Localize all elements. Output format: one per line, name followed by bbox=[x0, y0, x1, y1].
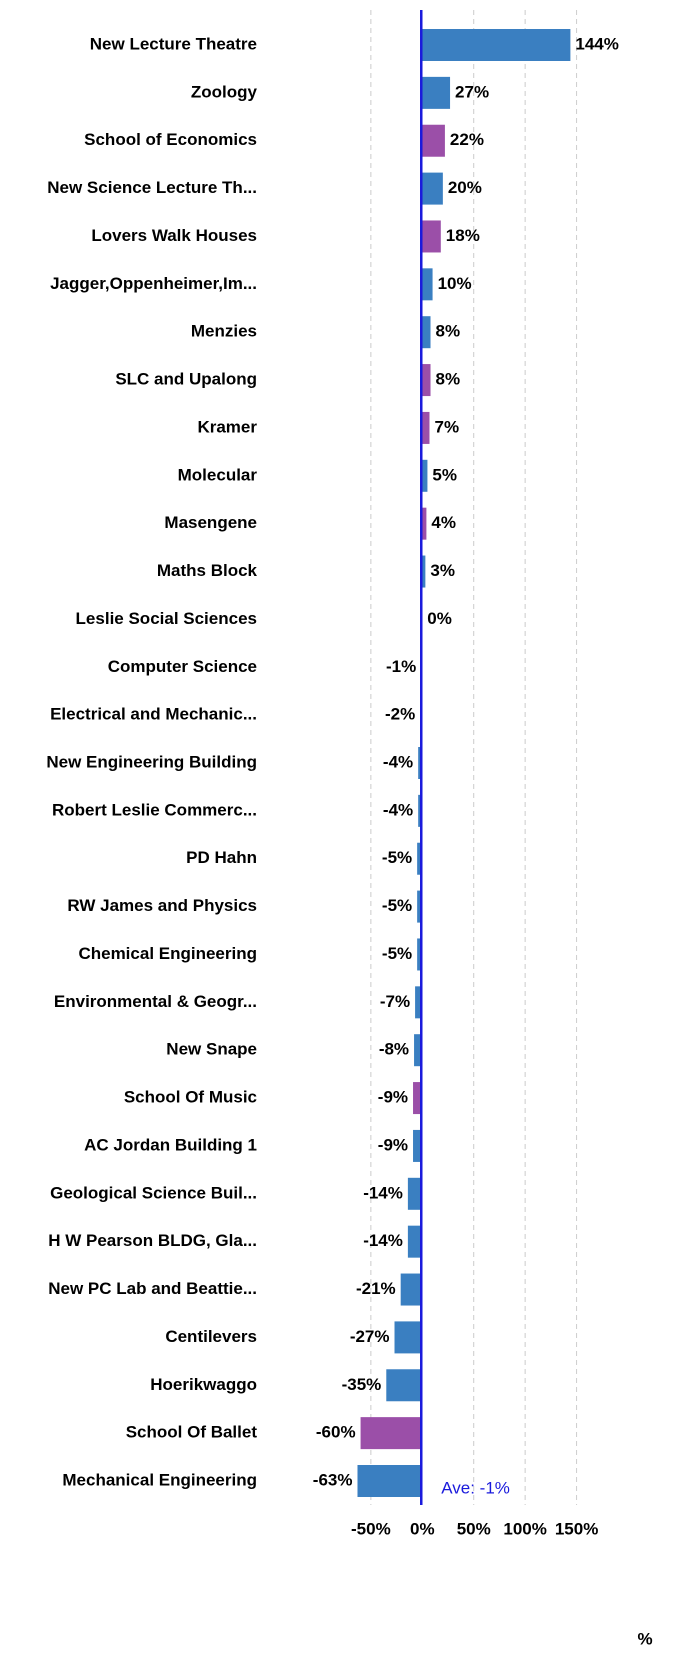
y-tick-label: School Of Ballet bbox=[126, 1423, 258, 1442]
bar bbox=[422, 220, 441, 253]
y-tick-label: Lovers Walk Houses bbox=[91, 226, 257, 245]
value-label: -60% bbox=[316, 1423, 356, 1442]
value-label: -35% bbox=[342, 1375, 382, 1394]
value-label: 22% bbox=[450, 130, 484, 149]
y-tick-label: Kramer bbox=[197, 417, 257, 436]
y-tick-label: Robert Leslie Commerc... bbox=[52, 800, 257, 819]
value-label: -4% bbox=[383, 800, 413, 819]
value-label: -7% bbox=[380, 992, 410, 1011]
bar bbox=[400, 1273, 423, 1306]
value-label: 8% bbox=[436, 370, 461, 389]
y-tick-label: Molecular bbox=[178, 465, 258, 484]
value-label: -5% bbox=[382, 896, 412, 915]
value-label: -14% bbox=[363, 1183, 403, 1202]
value-label: -9% bbox=[378, 1088, 408, 1107]
bar bbox=[414, 1034, 423, 1067]
y-tick-label: RW James and Physics bbox=[67, 896, 257, 915]
value-label: 7% bbox=[434, 417, 459, 436]
bar bbox=[422, 459, 428, 492]
bar bbox=[386, 1369, 423, 1402]
bar bbox=[422, 124, 445, 157]
value-label: -14% bbox=[363, 1231, 403, 1250]
bar bbox=[422, 316, 431, 349]
y-tick-label: Environmental & Geogr... bbox=[54, 992, 257, 1011]
value-label: 20% bbox=[448, 178, 482, 197]
y-tick-label: Mechanical Engineering bbox=[62, 1470, 257, 1489]
bar bbox=[422, 411, 430, 444]
bar bbox=[422, 364, 431, 397]
value-label: -63% bbox=[313, 1470, 353, 1489]
value-label: -21% bbox=[356, 1279, 396, 1298]
bar bbox=[394, 1321, 423, 1354]
y-tick-label: Chemical Engineering bbox=[78, 944, 257, 963]
bar bbox=[415, 986, 423, 1019]
bar bbox=[417, 842, 423, 875]
y-tick-label: Menzies bbox=[191, 322, 257, 341]
y-tick-label: Centilevers bbox=[165, 1327, 257, 1346]
bar bbox=[422, 268, 433, 301]
bar bbox=[357, 1465, 423, 1497]
average-label: Ave: -1% bbox=[441, 1478, 510, 1497]
y-tick-label: Jagger,Oppenheimer,Im... bbox=[50, 274, 257, 293]
value-label: 0% bbox=[427, 609, 452, 628]
y-tick-label: AC Jordan Building 1 bbox=[84, 1135, 257, 1154]
value-label: 3% bbox=[430, 561, 455, 580]
value-label: 8% bbox=[436, 322, 461, 341]
bar bbox=[422, 507, 427, 540]
bar bbox=[422, 29, 571, 61]
value-label: 5% bbox=[432, 465, 457, 484]
bar bbox=[422, 555, 426, 588]
x-tick-label: 50% bbox=[457, 1519, 491, 1538]
value-label: 18% bbox=[446, 226, 480, 245]
value-label: -1% bbox=[386, 657, 416, 676]
bar bbox=[417, 890, 423, 923]
value-label: 144% bbox=[575, 34, 618, 53]
y-tick-label: New Engineering Building bbox=[46, 752, 257, 771]
y-tick-label: School Of Music bbox=[124, 1088, 257, 1107]
y-tick-label: Computer Science bbox=[108, 657, 257, 676]
y-tick-label: Geological Science Buil... bbox=[50, 1183, 257, 1202]
y-tick-label: Hoerikwaggo bbox=[150, 1375, 257, 1394]
y-tick-label: Zoology bbox=[191, 82, 258, 101]
y-tick-label: Leslie Social Sciences bbox=[76, 609, 257, 628]
value-label: -2% bbox=[385, 705, 415, 724]
x-tick-label: -50% bbox=[351, 1519, 391, 1538]
y-tick-label: School of Economics bbox=[84, 130, 257, 149]
y-tick-label: Maths Block bbox=[157, 561, 258, 580]
bar bbox=[413, 1129, 423, 1162]
x-axis-label: % bbox=[637, 1629, 652, 1648]
bar bbox=[407, 1177, 423, 1210]
value-label: -5% bbox=[382, 848, 412, 867]
value-label: -8% bbox=[379, 1040, 409, 1059]
y-tick-label: New Science Lecture Th... bbox=[47, 178, 257, 197]
x-tick-label: 150% bbox=[555, 1519, 598, 1538]
bar bbox=[413, 1082, 423, 1115]
bar bbox=[407, 1225, 423, 1258]
bar bbox=[360, 1417, 423, 1450]
y-tick-label: New Lecture Theatre bbox=[90, 34, 257, 53]
value-label: -9% bbox=[378, 1135, 408, 1154]
value-label: -27% bbox=[350, 1327, 390, 1346]
value-label: 27% bbox=[455, 82, 489, 101]
value-label: 10% bbox=[438, 274, 472, 293]
y-tick-label: New Snape bbox=[166, 1040, 257, 1059]
y-tick-label: New PC Lab and Beattie... bbox=[48, 1279, 257, 1298]
x-tick-label: 100% bbox=[503, 1519, 546, 1538]
y-tick-label: SLC and Upalong bbox=[115, 370, 257, 389]
y-tick-label: Electrical and Mechanic... bbox=[50, 705, 257, 724]
y-tick-label: PD Hahn bbox=[186, 848, 257, 867]
bar bbox=[422, 172, 443, 205]
bar bbox=[422, 76, 451, 109]
y-tick-label: H W Pearson BLDG, Gla... bbox=[48, 1231, 257, 1250]
y-tick-label: Masengene bbox=[164, 513, 257, 532]
value-label: 4% bbox=[431, 513, 456, 532]
x-tick-label: 0% bbox=[410, 1519, 435, 1538]
value-label: -4% bbox=[383, 752, 413, 771]
value-label: -5% bbox=[382, 944, 412, 963]
bar bbox=[417, 938, 423, 971]
